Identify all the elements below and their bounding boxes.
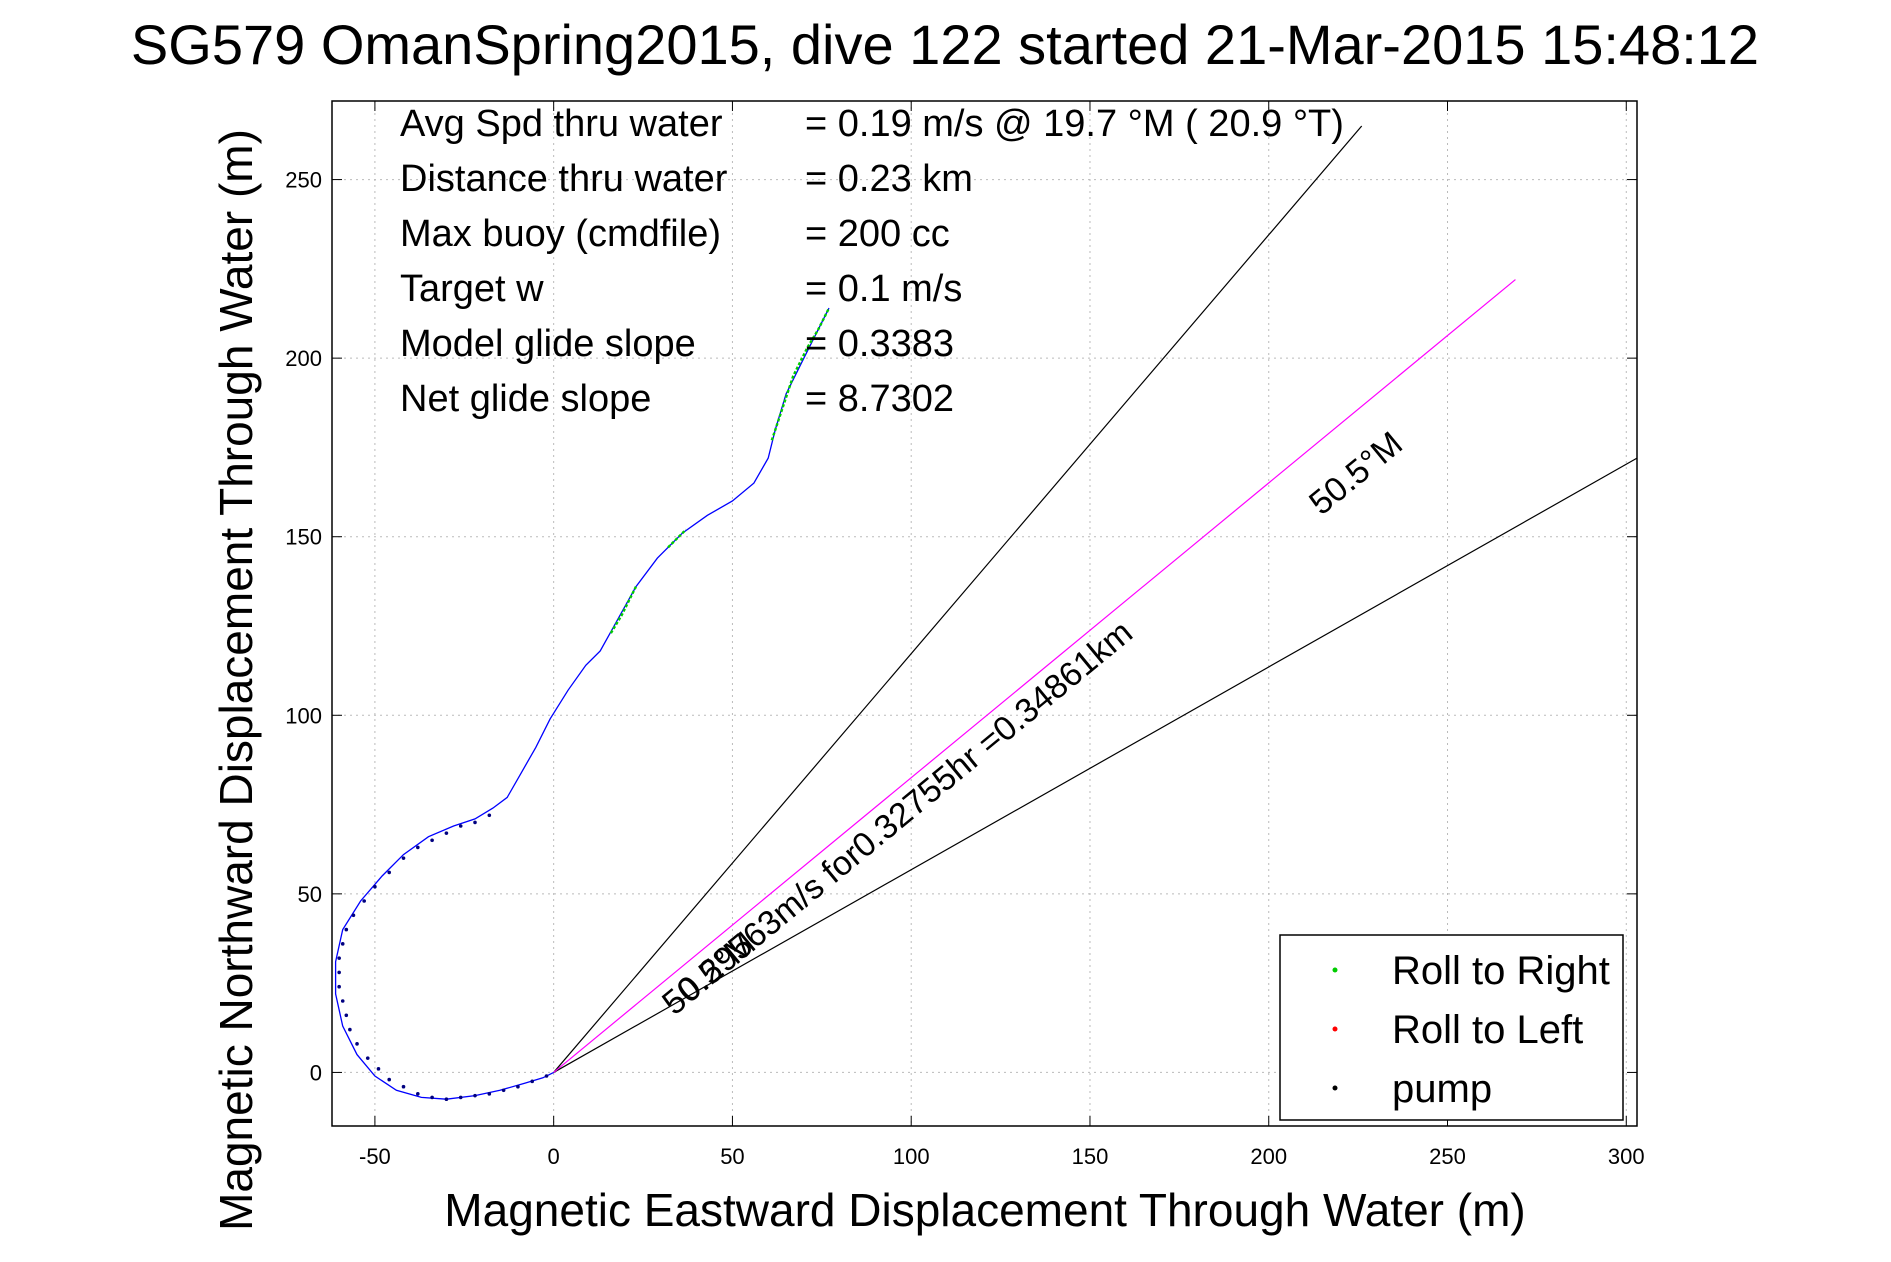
pump-point <box>387 870 392 875</box>
roll-right-segment <box>609 586 637 634</box>
pump-point <box>351 913 356 918</box>
pump-point <box>401 856 406 860</box>
pump-point <box>337 970 341 975</box>
legend-label: pump <box>1392 1067 1492 1111</box>
info-value: = 0.23 km <box>805 158 973 200</box>
x-axis-label: Magnetic Eastward Displacement Through W… <box>444 1184 1525 1236</box>
pump-point <box>473 820 477 825</box>
legend-label: Roll to Left <box>1392 1008 1583 1052</box>
x-tick-label: 50 <box>720 1144 744 1169</box>
reference-lines <box>553 125 1638 1073</box>
pump-point <box>348 1027 352 1032</box>
pump-point <box>387 1077 392 1082</box>
y-tick-label: 50 <box>298 882 322 907</box>
x-tick-label: 0 <box>548 1144 560 1169</box>
heading-bound-line <box>553 457 1638 1073</box>
pump-point <box>344 1013 349 1018</box>
info-value: = 0.1 m/s <box>805 268 962 310</box>
pump-point <box>416 845 420 850</box>
pump-point <box>430 1095 434 1100</box>
plot-frame <box>331 100 1638 1127</box>
x-tick-label: 150 <box>1072 1144 1109 1169</box>
pump-point <box>487 1092 492 1096</box>
info-value: = 0.3383 <box>805 323 954 365</box>
series <box>334 307 831 1102</box>
x-tick-label: 300 <box>1608 1144 1645 1169</box>
pump-point <box>365 1056 370 1060</box>
legend: Roll to Right Roll to Left pump <box>1279 934 1624 1121</box>
pump-point <box>344 927 349 932</box>
pump-point <box>501 1088 506 1093</box>
pump-point <box>416 1092 420 1096</box>
pump-point <box>355 1042 359 1046</box>
y-tick-label: 250 <box>285 168 322 193</box>
legend-marker <box>1332 1085 1338 1091</box>
legend-label: Roll to Right <box>1392 949 1610 993</box>
y-tick-label: 0 <box>310 1060 322 1085</box>
info-label: Distance thru water <box>400 158 728 200</box>
x-tick-label: -50 <box>359 1144 391 1169</box>
info-label: Net glide slope <box>400 378 651 420</box>
pump-point <box>544 1074 549 1078</box>
info-label: Avg Spd thru water <box>400 103 723 145</box>
pump-point <box>530 1079 535 1084</box>
dive-track-line <box>334 307 830 1100</box>
chart-title: SG579 OmanSpring2015, dive 122 started 2… <box>131 13 1759 76</box>
net-heading-line <box>553 279 1516 1073</box>
info-label: Target w <box>400 268 544 310</box>
pump-point <box>362 899 366 903</box>
x-tick-label: 200 <box>1250 1144 1287 1169</box>
info-value: = 0.19 m/s @ 19.7 °M ( 20.9 °T) <box>805 103 1344 145</box>
info-label: Max buoy (cmdfile) <box>400 213 721 255</box>
y-axis: 0 50 100 150 200 250 <box>285 168 1637 1085</box>
pump-point <box>340 942 345 946</box>
pump-point <box>340 999 345 1003</box>
pump-point <box>373 884 377 889</box>
legend-marker <box>1332 967 1338 973</box>
info-block: Avg Spd thru water = 0.19 m/s @ 19.7 °M (… <box>400 103 1344 420</box>
y-axis-label: Magnetic Northward Displacement Through … <box>210 129 262 1231</box>
pump-point <box>487 813 492 818</box>
info-value: = 200 cc <box>805 213 950 255</box>
pump-point <box>458 824 463 828</box>
track-annotation: 0.29563m/s for0.32755hr =0.34861km <box>670 613 1140 1010</box>
x-tick-label: 100 <box>893 1144 930 1169</box>
pump-point <box>401 1084 406 1089</box>
y-tick-label: 100 <box>285 703 322 728</box>
info-value: = 8.7302 <box>805 378 954 420</box>
pump-point <box>516 1084 520 1089</box>
x-axis: -50 0 50 100 150 200 250 300 <box>359 101 1645 1169</box>
heading-bound-line <box>553 125 1363 1073</box>
pump-point <box>376 1067 381 1071</box>
info-label: Model glide slope <box>400 323 696 365</box>
x-tick-label: 250 <box>1429 1144 1466 1169</box>
pump-point <box>430 838 434 843</box>
y-tick-label: 200 <box>285 346 322 371</box>
pump-point <box>444 831 449 835</box>
pump-point <box>458 1095 463 1100</box>
pump-point <box>337 956 341 960</box>
y-tick-label: 150 <box>285 525 322 550</box>
legend-marker <box>1332 1026 1338 1032</box>
pump-point <box>473 1093 477 1098</box>
roll-right-segment <box>667 528 687 549</box>
pump-point <box>444 1097 449 1102</box>
pump-point <box>337 984 341 989</box>
heading-label-upper: 50.5°M <box>1302 424 1410 522</box>
